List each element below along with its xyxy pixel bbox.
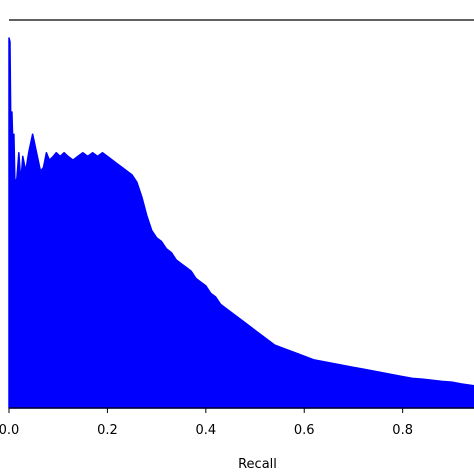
plot-area xyxy=(8,37,474,409)
x-ticks: 0.0 0.2 0.4 0.6 0.8 xyxy=(0,408,413,438)
x-tick-label: 0.0 xyxy=(0,423,19,438)
x-tick-label: 0.6 xyxy=(294,423,315,438)
precision-area xyxy=(8,37,474,409)
x-axis-label: Recall xyxy=(238,457,277,472)
x-tick-label: 0.2 xyxy=(97,423,118,438)
x-tick-label: 0.8 xyxy=(392,423,413,438)
x-tick-label: 0.4 xyxy=(195,423,216,438)
